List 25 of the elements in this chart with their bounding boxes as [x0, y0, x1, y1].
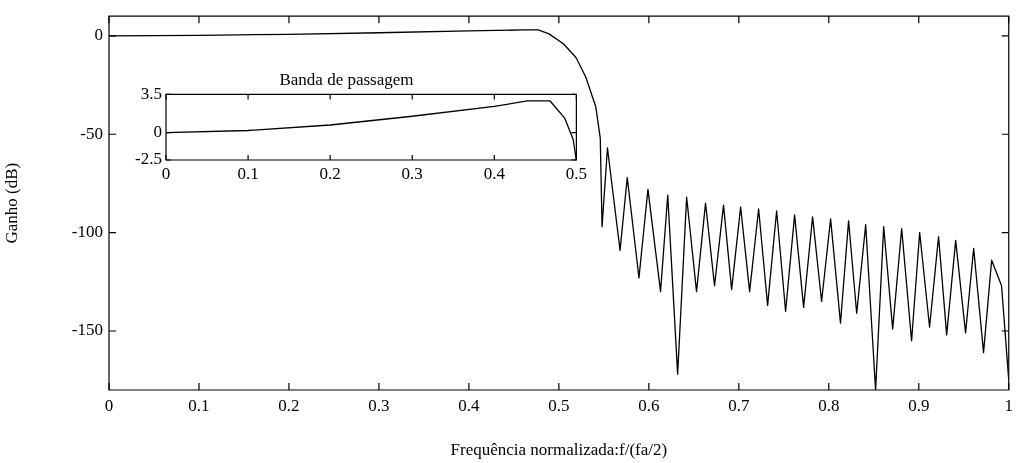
- x-tick-label: 0.1: [188, 395, 210, 415]
- x-tick-label: 0.7: [728, 395, 750, 415]
- chart-title: Banda de passagem: [279, 69, 414, 89]
- x-tick-label: 0.5: [565, 163, 587, 183]
- x-tick-label: 0.2: [278, 395, 300, 415]
- y-tick-label: -2.5: [135, 149, 162, 169]
- x-tick-label: 0.8: [818, 395, 840, 415]
- x-tick-label: 0.1: [237, 163, 259, 183]
- x-tick-label: 0.4: [458, 395, 481, 415]
- y-tick-label: -50: [80, 123, 103, 143]
- x-tick-label: 1: [1004, 395, 1013, 415]
- y-axis-title: Ganho (dB): [1, 162, 21, 244]
- x-tick-label: 0.3: [401, 163, 423, 183]
- y-tick-label: 3.5: [140, 83, 162, 103]
- x-tick-label: 0.9: [908, 395, 930, 415]
- y-tick-label: -100: [71, 222, 103, 242]
- y-tick-label: 0: [94, 25, 103, 45]
- y-tick-label: 0: [153, 122, 162, 142]
- x-tick-label: 0.6: [638, 395, 660, 415]
- x-axis-title: Frequência normalizada:f/(fa/2): [450, 440, 668, 460]
- y-tick-label: -150: [71, 320, 103, 340]
- x-tick-label: 0.3: [368, 395, 390, 415]
- x-tick-label: 0.5: [548, 395, 570, 415]
- x-tick-label: 0.4: [483, 163, 506, 183]
- x-tick-label: 0.2: [319, 163, 341, 183]
